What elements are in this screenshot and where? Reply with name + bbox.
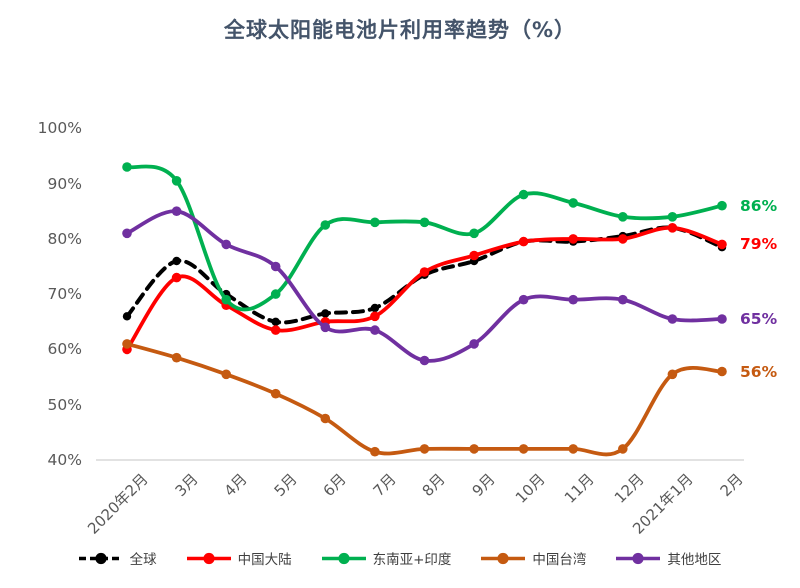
data-point-sea-india	[469, 228, 479, 239]
y-tick-label: 70%	[47, 285, 82, 303]
legend-item-sea-india: 东南亚+印度	[321, 548, 452, 568]
data-point-taiwan	[469, 444, 479, 454]
data-point-taiwan	[667, 369, 678, 380]
legend-item-taiwan: 中国台湾	[481, 548, 586, 568]
legend-marker-global	[78, 552, 123, 564]
data-point-others	[717, 314, 727, 324]
data-point-sea-india	[221, 294, 231, 305]
legend-item-global: 全球	[78, 548, 157, 568]
markers-china-mainland	[122, 223, 727, 355]
data-point-china-mainland	[270, 325, 281, 335]
data-point-sea-india	[320, 220, 331, 230]
data-point-sea-india	[370, 217, 380, 228]
data-point-others	[518, 294, 529, 305]
end-label-others: 65%	[740, 310, 778, 328]
data-point-china-mainland	[370, 311, 380, 322]
data-point-taiwan	[518, 444, 529, 454]
data-point-sea-india	[518, 189, 529, 200]
data-point-others	[618, 294, 628, 305]
y-tick-label: 100%	[37, 119, 82, 137]
data-point-others	[171, 206, 182, 216]
data-point-sea-india	[667, 212, 678, 222]
data-point-china-mainland	[419, 267, 430, 277]
y-tick-label: 50%	[47, 396, 82, 414]
data-point-global	[321, 309, 330, 318]
data-point-taiwan	[717, 366, 727, 377]
data-point-taiwan	[419, 444, 430, 454]
data-point-others	[270, 261, 281, 272]
data-point-taiwan	[320, 413, 331, 424]
data-point-taiwan	[568, 444, 578, 454]
data-point-others	[221, 239, 231, 250]
data-point-others	[320, 322, 331, 333]
data-point-taiwan	[221, 369, 231, 380]
data-point-global	[122, 312, 132, 321]
y-tick-label: 80%	[47, 230, 82, 248]
data-point-sea-india	[270, 289, 281, 299]
legend-label-sea-india: 东南亚+印度	[372, 552, 452, 568]
legend-item-china-mainland: 中国大陆	[186, 548, 292, 568]
data-point-others	[122, 228, 132, 239]
data-point-taiwan	[618, 444, 628, 454]
legend-label-global: 全球	[129, 552, 157, 568]
legend-marker-others	[616, 552, 661, 564]
legend-marker-taiwan	[481, 552, 526, 564]
end-label-china-mainland: 79%	[740, 235, 778, 253]
data-point-sea-india	[717, 200, 727, 211]
markers-others	[122, 206, 727, 366]
legend-marker-china-mainland	[186, 552, 231, 564]
legend-marker-sea-india	[321, 552, 366, 564]
markers-taiwan	[122, 339, 727, 457]
data-point-others	[667, 314, 678, 324]
data-point-sea-india	[122, 162, 132, 172]
legend-item-others: 其他地区	[616, 548, 721, 568]
data-point-china-mainland	[518, 236, 529, 247]
data-point-taiwan	[370, 446, 380, 457]
data-point-china-mainland	[618, 234, 628, 244]
end-label-sea-india: 86%	[740, 197, 778, 215]
legend-label-taiwan: 中国台湾	[532, 552, 587, 568]
legend-label-china-mainland: 中国大陆	[237, 552, 292, 568]
legend: 全球 中国大陆 东南亚+印度 中国台湾 其他地区	[0, 548, 800, 568]
chart-title: 全球太阳能电池片利用率趋势（%）	[223, 18, 577, 42]
y-tick-label: 60%	[47, 340, 82, 358]
data-point-taiwan	[270, 388, 281, 399]
data-point-sea-india	[568, 198, 578, 208]
markers-sea-india	[122, 162, 727, 305]
data-point-sea-india	[618, 212, 628, 222]
data-point-global	[271, 317, 280, 326]
data-point-taiwan	[122, 339, 132, 349]
y-tick-label: 90%	[47, 175, 82, 193]
data-point-china-mainland	[568, 234, 578, 244]
data-point-global	[370, 303, 380, 313]
data-point-sea-india	[171, 176, 182, 186]
data-point-china-mainland	[667, 223, 678, 233]
data-point-taiwan	[171, 352, 182, 363]
legend-label-others: 其他地区	[667, 552, 722, 568]
data-point-others	[469, 339, 479, 349]
y-tick-label: 40%	[47, 451, 82, 469]
data-point-others	[370, 325, 380, 335]
data-point-others	[568, 294, 578, 305]
data-point-global	[172, 256, 181, 266]
data-point-china-mainland	[171, 272, 182, 283]
data-point-china-mainland	[717, 239, 727, 250]
data-point-china-mainland	[469, 250, 479, 261]
data-point-sea-india	[419, 217, 430, 228]
end-label-taiwan: 56%	[740, 363, 778, 381]
data-point-others	[419, 355, 430, 366]
